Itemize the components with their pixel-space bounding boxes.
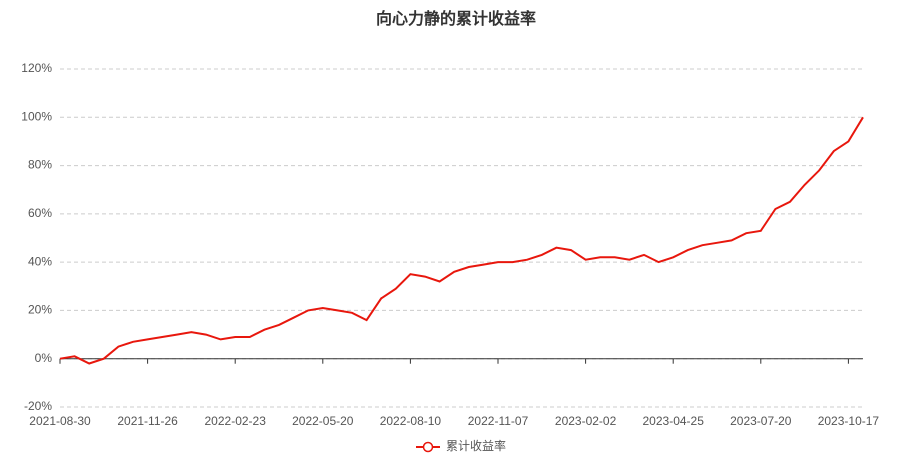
x-tick-label: 2022-02-23: [205, 414, 267, 428]
x-tick-label: 2023-04-25: [643, 414, 705, 428]
y-tick-label: 120%: [21, 61, 52, 75]
x-tick-label: 2022-11-07: [468, 414, 529, 428]
line: [59, 116, 864, 365]
x-tick-label: 2022-08-10: [380, 414, 442, 428]
x-tick-label: 2022-05-20: [292, 414, 354, 428]
chart-title: 向心力静的累计收益率: [376, 9, 536, 28]
x-tick-label: 2023-07-20: [730, 414, 792, 428]
legend-label: 累计收益率: [446, 438, 506, 453]
y-tick-label: 40%: [28, 254, 52, 268]
y-tick-label: 0%: [35, 351, 53, 365]
x-tick-label: 2023-10-17: [818, 414, 880, 428]
y-tick-label: 100%: [21, 109, 52, 123]
x-tick-label: 2023-02-02: [555, 414, 617, 428]
x-tick-label: 2021-08-30: [29, 414, 91, 428]
x-tick-label: 2021-11-26: [117, 414, 178, 428]
y-tick-label: 20%: [28, 303, 52, 317]
y-tick-label: 80%: [28, 158, 52, 172]
legend-marker: [422, 441, 434, 453]
y-tick-label: -20%: [24, 399, 52, 413]
y-tick-label: 60%: [28, 206, 52, 220]
